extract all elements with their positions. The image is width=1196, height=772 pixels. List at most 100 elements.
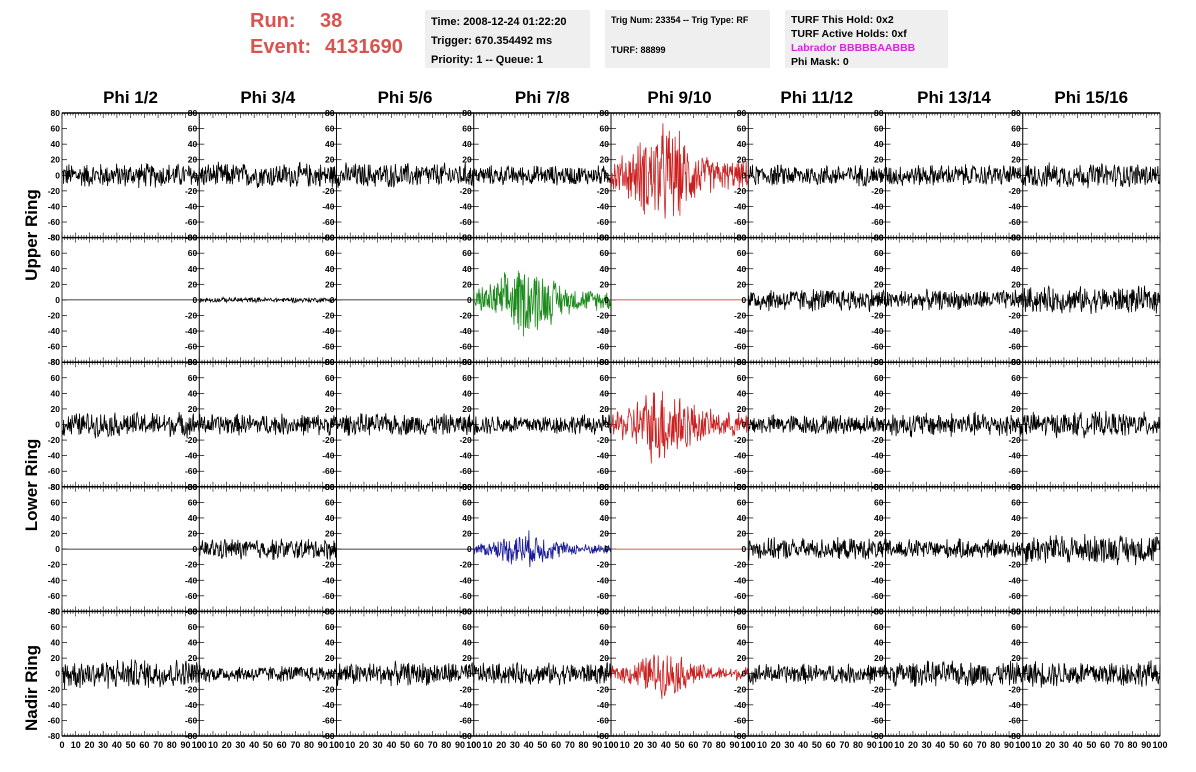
y-tick-label: -20 [734,560,747,570]
y-tick-label: 40 [462,139,472,149]
y-tick-label: 40 [874,264,884,274]
y-tick-label: 80 [51,233,61,243]
waveform-line [885,411,1024,438]
y-tick-label: -20 [597,435,610,445]
y-tick-label: 40 [51,638,61,648]
y-tick-label: 80 [462,482,472,492]
waveform-line [198,161,337,188]
y-tick-label: 0 [55,669,60,679]
y-tick-label: -20 [597,684,610,694]
y-tick-label: -20 [322,435,335,445]
turf-panel: TURF This Hold: 0x2 TURF Active Holds: 0… [785,10,948,68]
y-tick-label: -40 [597,326,610,336]
turf-active-text: TURF Active Holds: 0xf [791,28,907,40]
y-tick-label: -60 [48,217,61,227]
y-tick-label: -60 [459,466,472,476]
y-tick-label: -80 [48,606,61,616]
y-tick-label: 60 [874,124,884,134]
y-tick-label: 60 [51,248,61,258]
y-tick-label: -40 [734,326,747,336]
y-tick-label: -40 [459,575,472,585]
y-tick-label: 60 [462,622,472,632]
y-tick-label: 0 [742,295,747,305]
y-tick-label: 60 [874,497,884,507]
y-tick-label: -20 [459,684,472,694]
y-tick-label: 0 [879,420,884,430]
y-tick-label: 20 [1011,155,1021,165]
y-tick-label: 60 [325,124,335,134]
y-tick-label: -60 [185,591,198,601]
y-tick-label: 40 [737,139,747,149]
y-tick-label: -60 [459,591,472,601]
waveform-line [885,164,1024,186]
y-tick-label: 20 [737,404,747,414]
y-tick-label: -20 [734,435,747,445]
y-tick-label: 0 [193,295,198,305]
y-tick-label: -60 [597,217,610,227]
y-tick-label: 60 [737,124,747,134]
y-tick-label: 0 [330,295,335,305]
y-tick-label: 60 [325,248,335,258]
y-tick-label: 80 [188,233,198,243]
y-tick-label: -20 [459,186,472,196]
priority-text: Priority: 1 -- Queue: 1 [431,54,543,66]
y-tick-label: 80 [51,482,61,492]
turf-hold-text: TURF This Hold: 0x2 [791,14,894,26]
y-tick-label: 20 [51,653,61,663]
y-tick-label: 40 [462,264,472,274]
y-tick-label: -40 [459,201,472,211]
y-tick-label: 80 [600,482,610,492]
y-tick-label: 60 [1011,373,1021,383]
y-tick-label: -60 [459,715,472,725]
waveform-line [336,162,475,188]
y-tick-label: 80 [737,233,747,243]
y-tick-label: -40 [322,451,335,461]
y-tick-label: 60 [462,124,472,134]
y-tick-label: -60 [322,591,335,601]
y-tick-label: 60 [462,248,472,258]
y-tick-label: -20 [322,310,335,320]
column-header-3: Phi 5/6 [377,88,433,107]
y-tick-label: 80 [737,482,747,492]
y-tick-label: 0 [330,669,335,679]
y-tick-label: -60 [597,342,610,352]
y-tick-label: 40 [325,388,335,398]
y-tick-label: 80 [874,108,884,118]
y-tick-label: -20 [459,435,472,445]
y-tick-label: 20 [188,529,198,539]
y-tick-label: -40 [734,201,747,211]
y-tick-label: -60 [1008,342,1021,352]
y-tick-label: 40 [188,139,198,149]
waveform-line [198,296,337,304]
y-tick-label: -40 [48,575,61,585]
y-tick-label: -20 [185,435,198,445]
waveform-line [336,413,475,436]
turf-text: TURF: 88899 [611,45,666,55]
y-tick-label: 20 [600,404,610,414]
y-tick-label: -40 [597,451,610,461]
y-tick-label: -20 [48,560,61,570]
y-tick-label: -60 [48,466,61,476]
column-header-1: Phi 1/2 [103,88,158,107]
y-tick-label: -60 [1008,466,1021,476]
y-tick-label: 80 [51,606,61,616]
y-tick-label: 60 [874,248,884,258]
y-tick-label: -60 [734,715,747,725]
y-tick-label: 80 [874,357,884,367]
y-tick-label: -20 [48,186,61,196]
y-tick-label: 20 [51,404,61,414]
y-tick-label: 20 [51,279,61,289]
y-tick-label: 80 [1011,357,1021,367]
y-tick-label: 80 [325,233,335,243]
waveform-line [610,123,749,219]
y-tick-label: 60 [1011,248,1021,258]
y-tick-label: 60 [462,373,472,383]
y-tick-label: 20 [51,529,61,539]
y-tick-label: -20 [48,435,61,445]
y-tick-label: 20 [600,155,610,165]
y-tick-label: 60 [188,497,198,507]
y-tick-label: 80 [325,357,335,367]
y-tick-label: 20 [737,155,747,165]
y-tick-label: 40 [51,139,61,149]
y-tick-label: 60 [874,373,884,383]
